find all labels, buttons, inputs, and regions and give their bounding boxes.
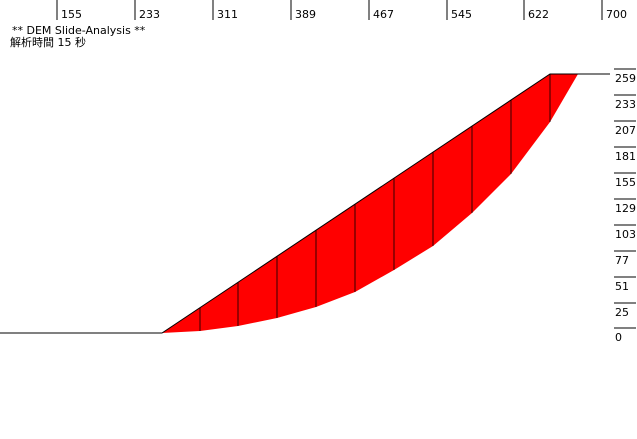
x-tick-label: 233 (139, 8, 160, 21)
y-tick-label: 77 (615, 254, 629, 267)
chart-subtitle: 解析時間 15 秒 (10, 35, 86, 49)
x-tick-label: 545 (451, 8, 472, 21)
y-tick-label: 233 (615, 98, 636, 111)
y-tick-label: 129 (615, 202, 636, 215)
x-tick-label: 311 (217, 8, 238, 21)
x-tick-label: 467 (373, 8, 394, 21)
y-tick-label: 181 (615, 150, 636, 163)
ground-surface (0, 73, 610, 334)
y-tick-label: 25 (615, 306, 629, 319)
x-tick-label: 622 (528, 8, 549, 21)
y-tick-label: 155 (615, 176, 636, 189)
y-tick-label: 103 (615, 228, 636, 241)
x-tick-label: 700 (606, 8, 627, 21)
chart-title: ** DEM Slide-Analysis ** (12, 24, 146, 37)
x-tick-label: 155 (61, 8, 82, 21)
y-tick-label: 0 (615, 331, 622, 344)
x-tick-label: 389 (295, 8, 316, 21)
slide-mass (162, 74, 578, 333)
y-tick-label: 51 (615, 280, 629, 293)
y-tick-label: 259 (615, 72, 636, 85)
y-tick-label: 207 (615, 124, 636, 137)
